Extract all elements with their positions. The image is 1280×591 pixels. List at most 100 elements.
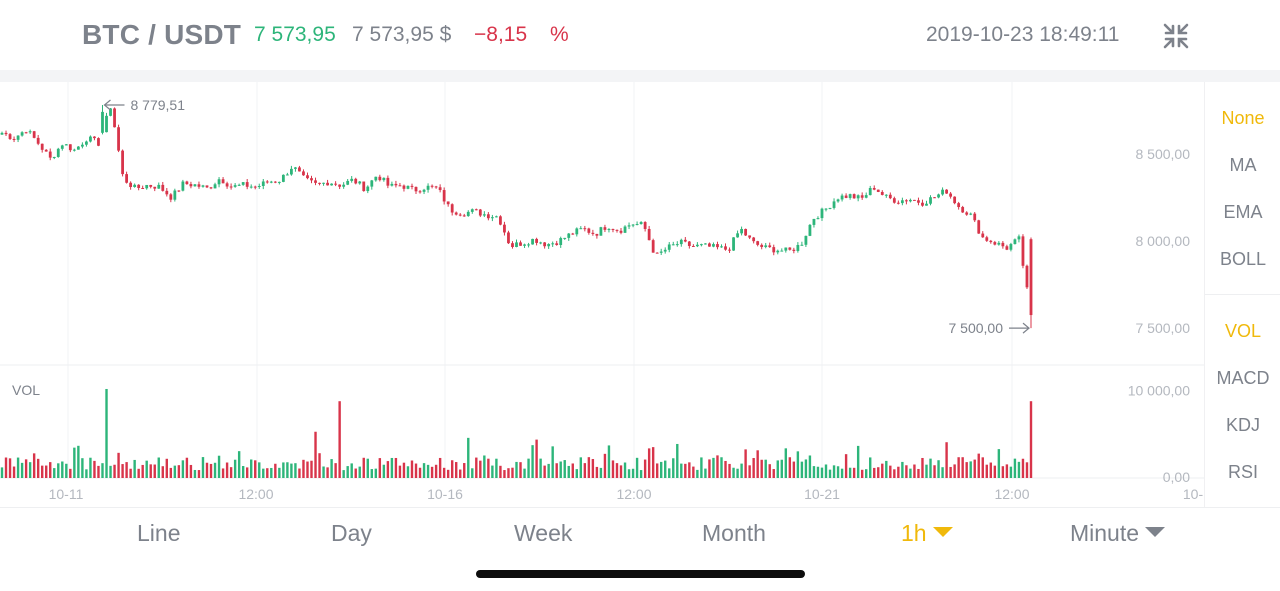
candle-body [921, 202, 924, 206]
pair-title: BTC / USDT [82, 19, 242, 50]
candle-body [800, 244, 804, 246]
kline-chart[interactable]: 8 500,00 8 000,00 7 500,00 10 000,00 0,00 1… [0, 82, 1204, 507]
volume-bar [378, 458, 382, 478]
volume-bar [165, 458, 169, 478]
indicator-ma[interactable]: MA [1229, 155, 1257, 175]
volume-bar [780, 459, 783, 478]
volume-bar [61, 461, 64, 478]
candle-body [261, 181, 265, 187]
candle-body [647, 228, 651, 241]
candle-body [989, 240, 993, 243]
volume-bar [716, 455, 719, 478]
candle-body [149, 184, 153, 187]
indicator-ema[interactable]: EMA [1223, 202, 1263, 222]
time-axis-label: 10-16 [427, 486, 463, 502]
indicator-macd[interactable]: MACD [1216, 368, 1270, 388]
time-axis-label: 10-21 [804, 486, 840, 502]
volume-bar [40, 465, 44, 478]
volume-bar [491, 465, 494, 478]
indicator-boll[interactable]: BOLL [1219, 249, 1267, 269]
volume-bar [262, 468, 265, 478]
volume-bar [639, 470, 643, 478]
volume-bar [1029, 401, 1033, 478]
volume-bar [985, 464, 988, 478]
candle-body [824, 208, 828, 210]
tab-day[interactable]: Day [331, 520, 372, 546]
tab-line[interactable]: Line [137, 520, 181, 546]
volume-bar [117, 452, 120, 478]
indicator-divider [1205, 294, 1280, 295]
volume-bar [973, 459, 976, 478]
volume-bar [844, 454, 848, 478]
candle-body [808, 224, 812, 236]
candle-body [490, 217, 494, 219]
candle-body [679, 239, 683, 245]
candle-body [64, 144, 68, 146]
tab-month[interactable]: Month [702, 520, 766, 546]
volume-bar [712, 457, 715, 478]
volume-bar [213, 462, 217, 478]
volume-bars [0, 388, 1033, 478]
volume-bar [800, 461, 804, 478]
volume-bar [390, 457, 394, 478]
volume-bar [848, 467, 852, 478]
indicator-rsi[interactable]: RSI [1227, 462, 1258, 482]
indicator-none[interactable]: None [1221, 108, 1265, 128]
volume-bar [479, 460, 482, 478]
candle-body [655, 252, 659, 254]
candle-body [848, 194, 852, 198]
candle-body [583, 228, 587, 230]
candle-body [294, 167, 297, 169]
tab-1h[interactable]: 1h [901, 520, 953, 547]
candle-body [543, 242, 547, 247]
volume-bar [881, 463, 884, 478]
volume-bar [744, 449, 747, 478]
candle-body [539, 242, 543, 244]
volume-bar [748, 465, 751, 478]
volume-bar [587, 457, 591, 478]
candle-body [933, 197, 936, 199]
candle-body [772, 247, 776, 253]
candle-body [354, 178, 358, 184]
volume-bar [551, 446, 554, 478]
candle-body [595, 233, 599, 236]
candle-body [28, 131, 32, 133]
volume-bar [732, 467, 735, 478]
volume-bar [434, 464, 438, 478]
volume-bar [515, 461, 518, 478]
volume-bar [792, 461, 796, 478]
candle-body [892, 198, 896, 203]
candle-body [896, 202, 900, 204]
candle-body [133, 184, 137, 188]
collapse-button[interactable] [1160, 20, 1192, 52]
candle-body [125, 174, 129, 183]
candle-body [555, 243, 559, 245]
candle-body [724, 246, 727, 250]
candle-body [438, 187, 442, 191]
volume-bar [109, 465, 112, 478]
tab-minute[interactable]: Minute [1070, 520, 1166, 547]
volume-bar [764, 459, 767, 478]
candle-body [699, 244, 703, 246]
candle-body [109, 108, 112, 116]
candle-body [888, 194, 892, 199]
tab-week[interactable]: Week [514, 520, 573, 546]
chart-area[interactable]: 8 500,00 8 000,00 7 500,00 10 000,00 0,00 1… [0, 82, 1204, 507]
volume-bar [511, 467, 514, 478]
indicator-kdj[interactable]: KDJ [1225, 415, 1260, 435]
candle-body [567, 233, 571, 238]
volume-bar [386, 461, 390, 478]
candle-body [607, 228, 611, 230]
volume-bar [217, 455, 221, 478]
caret-down-icon [1145, 526, 1166, 537]
candle-body [318, 182, 321, 184]
volume-bar [450, 460, 454, 478]
candle-body [856, 195, 860, 199]
indicator-vol[interactable]: VOL [1224, 321, 1262, 341]
candle-body [181, 181, 185, 191]
candle-body [941, 189, 944, 195]
candle-body [209, 187, 213, 189]
candle-body [993, 242, 997, 245]
volume-bar [382, 464, 386, 478]
volume-bar [635, 457, 639, 478]
